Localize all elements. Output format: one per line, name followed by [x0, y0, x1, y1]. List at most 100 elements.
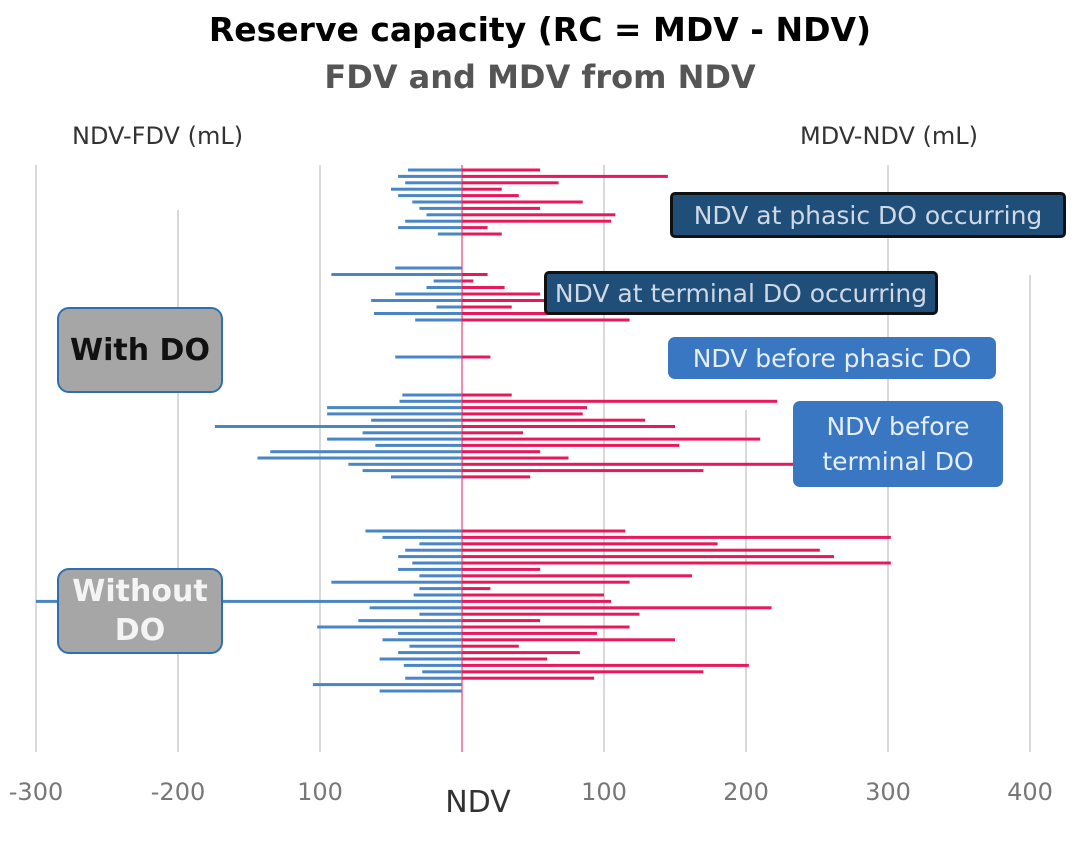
mdv-ndv-bar [462, 625, 630, 629]
x-tick-label: 200 [723, 778, 769, 806]
group-without-do: Without DO [57, 568, 223, 654]
ndv-fdv-bar [362, 469, 462, 473]
label-terminal-occurring: NDV at terminal DO occurring [544, 271, 938, 315]
ndv-fdv-bar [419, 206, 462, 210]
right-axis-label: MDV-NDV (mL) [800, 122, 978, 150]
mdv-ndv-bar [462, 286, 505, 289]
mdv-ndv-bar [462, 462, 863, 466]
ndv-fdv-bar [399, 399, 462, 403]
mdv-ndv-bar [462, 670, 704, 674]
mdv-ndv-bar [462, 567, 541, 571]
mdv-ndv-bar [462, 232, 502, 236]
ndv-fdv-bar [371, 418, 462, 422]
ndv-fdv-bar [257, 456, 462, 460]
ndv-fdv-bar [312, 683, 462, 687]
mdv-ndv-bar [462, 535, 891, 539]
right-series-bars [462, 168, 891, 680]
mdv-ndv-bar [462, 580, 630, 584]
ndv-fdv-bar [412, 561, 462, 565]
label-before-terminal-line2: terminal DO [822, 447, 974, 476]
mdv-ndv-bar [462, 355, 491, 359]
mdv-ndv-bar [462, 437, 761, 441]
ndv-fdv-bar [327, 406, 462, 410]
ndv-fdv-bar [419, 542, 462, 546]
x-tick-label: 400 [1007, 778, 1053, 806]
center-ndv-label: NDV [445, 785, 511, 820]
mdv-ndv-bar [462, 469, 704, 473]
ndv-fdv-bar [379, 689, 462, 693]
ndv-fdv-bar [36, 599, 462, 603]
mdv-ndv-bar [462, 393, 512, 397]
ndv-fdv-bar [409, 644, 462, 648]
mdv-ndv-bar [462, 443, 680, 447]
ndv-fdv-bar [403, 663, 462, 667]
mdv-ndv-bar [462, 174, 668, 178]
ndv-fdv-bar [398, 631, 462, 635]
mdv-ndv-bar [462, 638, 675, 642]
mdv-ndv-bar [462, 425, 675, 428]
x-tick-label: 100 [297, 778, 343, 806]
mdv-ndv-bar [462, 226, 488, 230]
mdv-ndv-bar [462, 676, 595, 680]
ndv-fdv-bar [369, 606, 462, 610]
x-tick-label: -200 [151, 778, 205, 806]
ndv-fdv-bar [379, 657, 462, 661]
group-without-do-line1: Without [72, 574, 208, 609]
ndv-fdv-bar [419, 574, 462, 578]
ndv-fdv-bar [371, 299, 462, 302]
mdv-ndv-bar [462, 561, 891, 565]
ndv-fdv-bar [422, 670, 462, 674]
ndv-fdv-bar [348, 462, 462, 466]
ndv-fdv-bar [327, 437, 462, 441]
ndv-fdv-bar [398, 555, 462, 559]
ndv-fdv-bar [358, 619, 462, 623]
mdv-ndv-bar [462, 593, 604, 597]
mdv-ndv-bar [462, 181, 559, 185]
ndv-fdv-bar [412, 200, 462, 204]
ndv-fdv-bar [375, 443, 462, 447]
mdv-ndv-bar [462, 542, 718, 546]
label-before-terminal: NDV before terminal DO [793, 401, 1003, 487]
mdv-ndv-bar [462, 456, 569, 460]
ndv-fdv-bar [362, 431, 462, 435]
x-tick-label: 100 [581, 778, 627, 806]
ndv-fdv-bar [395, 355, 462, 359]
ndv-fdv-bar [391, 187, 462, 191]
ndv-fdv-bar [402, 393, 462, 397]
mdv-ndv-bar [462, 194, 519, 198]
mdv-ndv-bar [462, 606, 772, 610]
ndv-fdv-bar [214, 425, 462, 428]
mdv-ndv-bar [462, 168, 541, 172]
ndv-fdv-bar [405, 676, 462, 680]
mdv-ndv-bar [462, 399, 778, 403]
mdv-ndv-bar [462, 213, 616, 217]
mdv-ndv-bar [462, 548, 820, 552]
mdv-ndv-bar [462, 412, 583, 416]
ndv-fdv-bar [317, 625, 462, 629]
mdv-ndv-bar [462, 657, 548, 661]
ndv-fdv-bar [398, 226, 462, 230]
mdv-ndv-bar [462, 406, 587, 410]
ndv-fdv-bar [373, 312, 462, 315]
mdv-ndv-bar [462, 574, 693, 578]
ndv-fdv-bar [395, 292, 462, 296]
ndv-fdv-bar [405, 181, 462, 185]
x-tick-label: 300 [865, 778, 911, 806]
ndv-fdv-bar [433, 279, 462, 283]
mdv-ndv-bar [462, 418, 646, 422]
ndv-fdv-bar [437, 232, 462, 236]
ndv-fdv-bar [398, 194, 462, 198]
mdv-ndv-bar [462, 631, 597, 635]
mdv-ndv-bar [462, 587, 491, 591]
ndv-fdv-bar [331, 273, 462, 276]
mdv-ndv-bar [462, 475, 531, 479]
mdv-ndv-bar [462, 651, 580, 655]
group-with-do: With DO [57, 307, 223, 393]
x-tick-label: -300 [9, 778, 63, 806]
ndv-fdv-bar [405, 219, 462, 223]
chart-title: Reserve capacity (RC = MDV - NDV) [208, 10, 872, 49]
left-axis-label: NDV-FDV (mL) [72, 122, 244, 150]
ndv-fdv-bar [436, 305, 462, 309]
mdv-ndv-bar [462, 273, 488, 276]
